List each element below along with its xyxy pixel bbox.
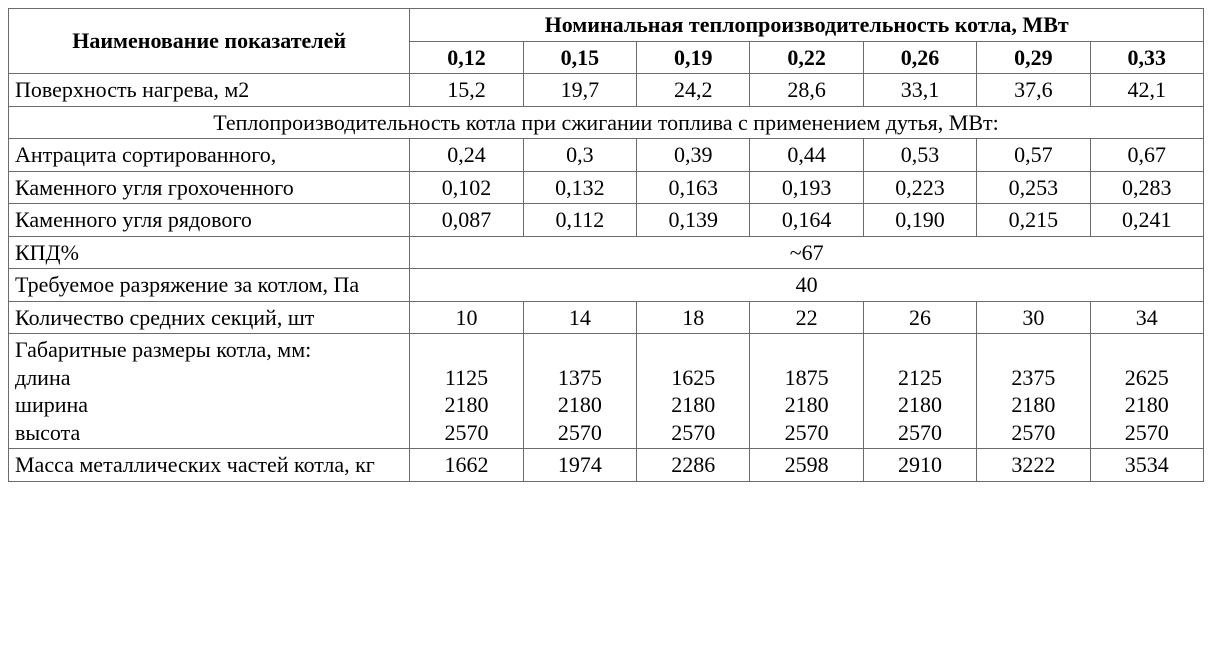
cell: 0,241 — [1090, 204, 1203, 237]
cell: 42,1 — [1090, 74, 1203, 107]
header-row-label: Наименование показателей — [9, 9, 410, 74]
cell: 0,190 — [863, 204, 976, 237]
row-label: Антрацита сортированного, — [9, 139, 410, 172]
cell: 0,283 — [1090, 171, 1203, 204]
row-label: Количество средних секций, шт — [9, 301, 410, 334]
table-row: Каменного угля грохоченного 0,102 0,132 … — [9, 171, 1204, 204]
cell: 19,7 — [523, 74, 636, 107]
cell: 0,223 — [863, 171, 976, 204]
cell: 1125 2180 2570 — [410, 334, 523, 449]
table-body: Поверхность нагрева, м2 15,2 19,7 24,2 2… — [9, 74, 1204, 482]
row-label: Габаритные размеры котла, мм: длина шири… — [9, 334, 410, 449]
row-label: Каменного угля грохоченного — [9, 171, 410, 204]
cell: 0,67 — [1090, 139, 1203, 172]
table-row: Поверхность нагрева, м2 15,2 19,7 24,2 2… — [9, 74, 1204, 107]
cell: 33,1 — [863, 74, 976, 107]
cell: 0,087 — [410, 204, 523, 237]
cell: 1662 — [410, 449, 523, 482]
section-label: Теплопроизводительность котла при сжиган… — [9, 106, 1204, 139]
cell: 37,6 — [977, 74, 1090, 107]
cell: 0,39 — [637, 139, 750, 172]
cell: 0,253 — [977, 171, 1090, 204]
row-label: Каменного угля рядового — [9, 204, 410, 237]
merged-value: 40 — [410, 269, 1204, 302]
cell: 1974 — [523, 449, 636, 482]
cell: 18 — [637, 301, 750, 334]
row-label: Масса металлических частей котла, кг — [9, 449, 410, 482]
cell: 2910 — [863, 449, 976, 482]
cell: 0,24 — [410, 139, 523, 172]
table-row: Антрацита сортированного, 0,24 0,3 0,39 … — [9, 139, 1204, 172]
cell: 2125 2180 2570 — [863, 334, 976, 449]
cell: 2286 — [637, 449, 750, 482]
table-row: Каменного угля рядового 0,087 0,112 0,13… — [9, 204, 1204, 237]
row-label: Требуемое разряжение за котлом, Па — [9, 269, 410, 302]
cell: 2625 2180 2570 — [1090, 334, 1203, 449]
cell: 3222 — [977, 449, 1090, 482]
cell: 0,3 — [523, 139, 636, 172]
cell: 1375 2180 2570 — [523, 334, 636, 449]
cell: 1625 2180 2570 — [637, 334, 750, 449]
header-col: 0,26 — [863, 41, 976, 74]
cell: 0,164 — [750, 204, 863, 237]
cell: 0,215 — [977, 204, 1090, 237]
cell: 26 — [863, 301, 976, 334]
merged-row: Требуемое разряжение за котлом, Па 40 — [9, 269, 1204, 302]
section-row: Теплопроизводительность котла при сжиган… — [9, 106, 1204, 139]
cell: 3534 — [1090, 449, 1203, 482]
cell: 0,163 — [637, 171, 750, 204]
cell: 0,112 — [523, 204, 636, 237]
header-col: 0,22 — [750, 41, 863, 74]
header-col: 0,19 — [637, 41, 750, 74]
cell: 22 — [750, 301, 863, 334]
row-label: Поверхность нагрева, м2 — [9, 74, 410, 107]
table-row: Масса металлических частей котла, кг 166… — [9, 449, 1204, 482]
cell: 10 — [410, 301, 523, 334]
merged-row: КПД% ~67 — [9, 236, 1204, 269]
table-row: Габаритные размеры котла, мм: длина шири… — [9, 334, 1204, 449]
cell: 14 — [523, 301, 636, 334]
row-label: КПД% — [9, 236, 410, 269]
cell: 0,44 — [750, 139, 863, 172]
cell: 0,132 — [523, 171, 636, 204]
cell: 1875 2180 2570 — [750, 334, 863, 449]
cell: 0,102 — [410, 171, 523, 204]
cell: 0,139 — [637, 204, 750, 237]
cell: 34 — [1090, 301, 1203, 334]
cell: 0,53 — [863, 139, 976, 172]
cell: 15,2 — [410, 74, 523, 107]
header-group-label: Номинальная теплопроизводительность котл… — [410, 9, 1204, 42]
table-row: Количество средних секций, шт 10 14 18 2… — [9, 301, 1204, 334]
cell: 2375 2180 2570 — [977, 334, 1090, 449]
cell: 30 — [977, 301, 1090, 334]
table-header: Наименование показателей Номинальная теп… — [9, 9, 1204, 74]
merged-value: ~67 — [410, 236, 1204, 269]
header-col: 0,12 — [410, 41, 523, 74]
cell: 28,6 — [750, 74, 863, 107]
boiler-spec-table: Наименование показателей Номинальная теп… — [8, 8, 1204, 482]
header-col: 0,15 — [523, 41, 636, 74]
header-col: 0,29 — [977, 41, 1090, 74]
cell: 0,57 — [977, 139, 1090, 172]
cell: 0,193 — [750, 171, 863, 204]
header-col: 0,33 — [1090, 41, 1203, 74]
cell: 24,2 — [637, 74, 750, 107]
cell: 2598 — [750, 449, 863, 482]
